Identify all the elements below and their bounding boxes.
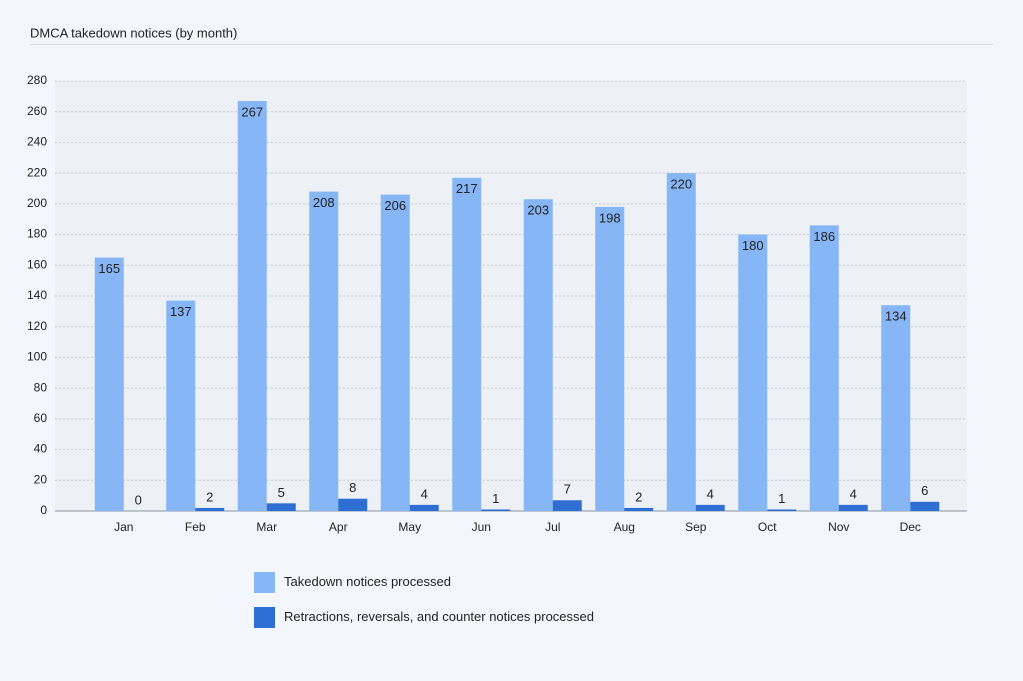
- value-label: 267: [241, 104, 263, 119]
- value-label: 2: [206, 489, 213, 504]
- x-tick-label: May: [398, 520, 421, 534]
- bar: [666, 173, 696, 511]
- x-tick-label: Jun: [472, 520, 491, 534]
- y-tick-label: 80: [34, 380, 48, 394]
- value-label: 180: [742, 238, 764, 253]
- bar: [738, 234, 768, 512]
- x-tick-label: Aug: [614, 520, 635, 534]
- bar: [809, 225, 839, 511]
- value-label: 203: [527, 203, 549, 218]
- bar: [523, 199, 553, 511]
- legend-label: Retractions, reversals, and counter noti…: [284, 609, 594, 624]
- value-label: 165: [98, 261, 120, 276]
- bar: [838, 504, 868, 511]
- y-tick-label: 20: [34, 472, 48, 486]
- bar: [94, 257, 124, 511]
- y-tick-label: 100: [27, 350, 47, 364]
- chart-title: DMCA takedown notices (by month): [30, 25, 237, 40]
- y-tick-label: 180: [27, 227, 47, 241]
- x-tick-label: Jul: [545, 520, 560, 534]
- x-tick-label: Feb: [185, 520, 206, 534]
- x-tick-label: Nov: [828, 520, 849, 534]
- bar: [595, 206, 625, 511]
- bar: [452, 177, 482, 511]
- x-tick-label: Mar: [256, 520, 277, 534]
- bar: [380, 194, 410, 511]
- bar: [624, 507, 654, 511]
- value-label: 1: [778, 491, 785, 506]
- value-label: 206: [384, 198, 406, 213]
- y-tick-label: 40: [34, 442, 48, 456]
- x-tick-label: Apr: [329, 520, 348, 534]
- x-tick-label: Dec: [900, 520, 921, 534]
- bar: [695, 504, 725, 511]
- x-tick-label: Jan: [114, 520, 133, 534]
- y-tick-label: 280: [27, 73, 47, 87]
- value-label: 7: [564, 482, 571, 497]
- value-label: 220: [670, 177, 692, 192]
- bar: [309, 191, 339, 512]
- value-label: 5: [278, 485, 285, 500]
- value-label: 137: [170, 304, 192, 319]
- bar: [409, 504, 439, 511]
- y-tick-label: 120: [27, 319, 47, 333]
- y-tick-label: 240: [27, 135, 47, 149]
- x-tick-label: Oct: [758, 520, 777, 534]
- value-label: 2: [635, 489, 642, 504]
- legend-label: Takedown notices processed: [284, 574, 451, 589]
- value-label: 186: [813, 229, 835, 244]
- value-label: 217: [456, 181, 478, 196]
- legend-swatch: [254, 572, 275, 593]
- bar: [195, 507, 225, 511]
- value-label: 4: [707, 486, 714, 501]
- y-tick-label: 160: [27, 257, 47, 271]
- bar: [237, 100, 267, 511]
- value-label: 8: [349, 480, 356, 495]
- bar: [881, 305, 911, 511]
- y-tick-label: 140: [27, 288, 47, 302]
- value-label: 134: [885, 309, 907, 324]
- bar: [481, 509, 511, 511]
- legend-swatch: [254, 607, 275, 628]
- bar: [552, 500, 582, 511]
- value-label: 6: [921, 483, 928, 498]
- bar: [338, 498, 368, 511]
- value-label: 1: [492, 491, 499, 506]
- value-label: 0: [135, 492, 142, 507]
- bar: [910, 501, 940, 511]
- bar: [266, 503, 296, 511]
- value-label: 208: [313, 195, 335, 210]
- y-tick-label: 0: [40, 503, 47, 517]
- value-label: 198: [599, 210, 621, 225]
- y-tick-label: 260: [27, 104, 47, 118]
- value-label: 4: [850, 486, 857, 501]
- x-tick-label: Sep: [685, 520, 707, 534]
- y-tick-label: 220: [27, 165, 47, 179]
- y-tick-label: 60: [34, 411, 48, 425]
- bar: [767, 509, 797, 511]
- value-label: 4: [421, 486, 428, 501]
- bar: [166, 300, 196, 511]
- y-tick-label: 200: [27, 196, 47, 210]
